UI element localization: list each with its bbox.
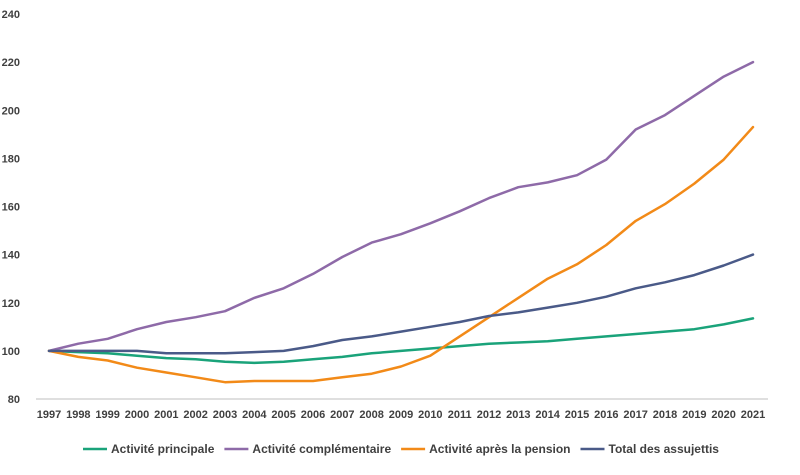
x-tick-label: 2010 (418, 409, 442, 421)
x-tick-label: 1998 (66, 409, 90, 421)
x-tick-label: 2006 (301, 409, 325, 421)
legend-label: Total des assujettis (609, 442, 720, 456)
y-tick-label: 200 (2, 105, 20, 117)
x-tick-label: 2020 (711, 409, 735, 421)
legend-item: Activité complémentaire (224, 442, 391, 456)
y-axis-ticks: 80 100 120 140 160 180 200 220 240 (2, 9, 20, 406)
x-tick-label: 2007 (330, 409, 354, 421)
x-tick-label: 2019 (682, 409, 706, 421)
y-tick-label: 100 (2, 346, 20, 358)
series-line-1 (47, 60, 755, 353)
y-tick-label: 240 (2, 9, 20, 21)
x-axis-ticks: 1997 1998 1999 2000 2001 2002 2003 2004 2005 2006… (37, 409, 765, 421)
y-tick-label: 220 (2, 57, 20, 69)
x-tick-label: 2005 (271, 409, 295, 421)
x-tick-label: 2003 (213, 409, 237, 421)
legend-label: Activité après la pension (429, 442, 570, 456)
x-tick-label: 2021 (741, 409, 765, 421)
x-tick-label: 2011 (448, 409, 472, 421)
x-tick-label: 2000 (125, 409, 149, 421)
x-tick-label: 2017 (623, 409, 647, 421)
x-tick-label: 1997 (37, 409, 61, 421)
legend-label: Activité complémentaire (252, 442, 391, 456)
y-tick-label: 140 (2, 250, 20, 262)
legend: Activité principale Activité complémentai… (83, 442, 719, 456)
x-tick-label: 2001 (154, 409, 178, 421)
x-tick-label: 2008 (359, 409, 383, 421)
legend-item: Activité après la pension (401, 442, 570, 456)
x-tick-label: 1999 (95, 409, 119, 421)
y-tick-label: 80 (8, 394, 20, 406)
x-tick-label: 2004 (242, 409, 267, 421)
series-lines (47, 60, 755, 384)
x-tick-label: 2014 (535, 409, 560, 421)
series-line-0 (47, 317, 755, 365)
series-line-2 (47, 125, 755, 384)
legend-label: Activité principale (111, 442, 215, 456)
legend-item: Activité principale (83, 442, 215, 456)
x-tick-label: 2015 (565, 409, 589, 421)
x-tick-label: 2013 (506, 409, 530, 421)
y-tick-label: 180 (2, 153, 20, 165)
x-tick-label: 2018 (653, 409, 677, 421)
y-tick-label: 160 (2, 202, 20, 214)
x-tick-label: 2012 (477, 409, 501, 421)
y-tick-label: 120 (2, 298, 20, 310)
x-tick-label: 2016 (594, 409, 618, 421)
x-tick-label: 2002 (183, 409, 207, 421)
x-tick-label: 2009 (389, 409, 413, 421)
legend-item: Total des assujettis (580, 442, 720, 456)
series-line-3 (47, 253, 755, 355)
